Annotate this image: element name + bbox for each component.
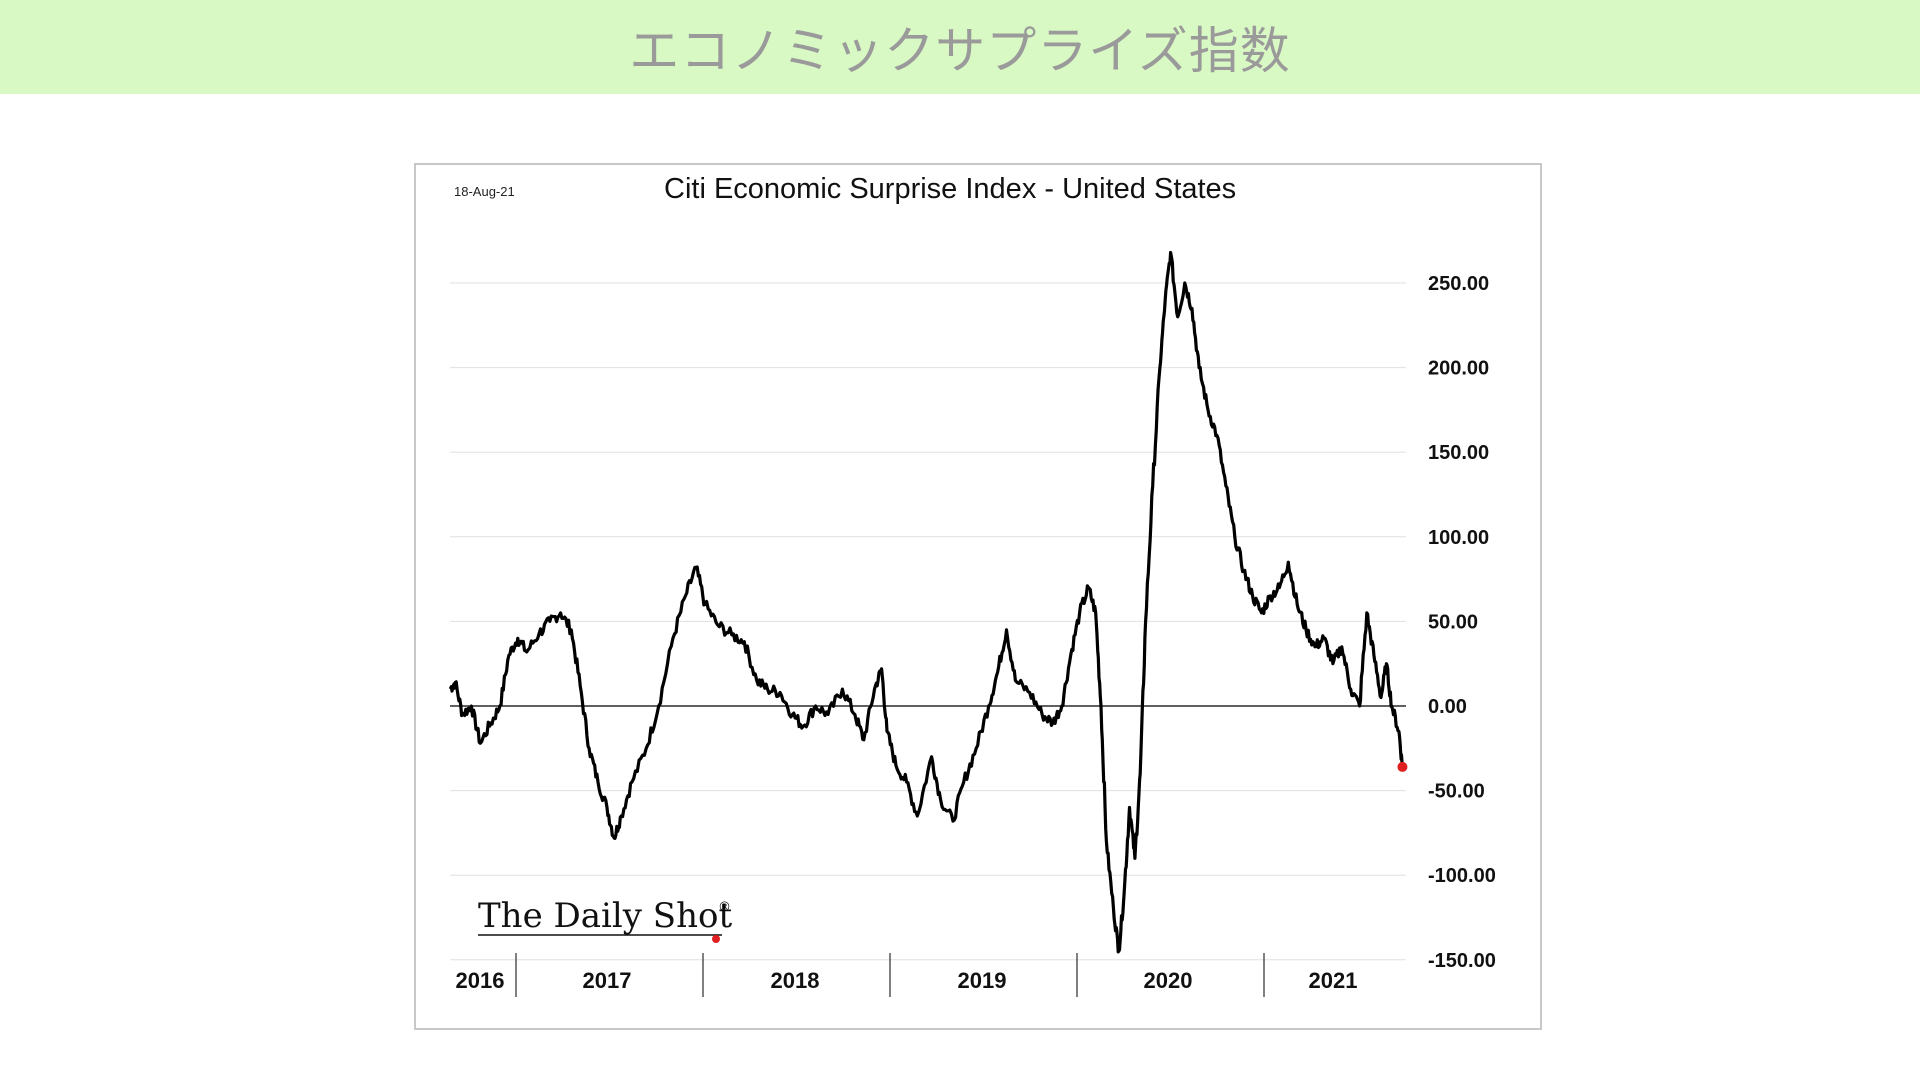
brand-mark: ® (718, 900, 731, 915)
brand-logo: The Daily Shot ® (478, 896, 732, 943)
x-tick-label: 2019 (958, 968, 1007, 993)
y-tick-label: -150.00 (1428, 950, 1496, 972)
y-tick-label: 0.00 (1428, 696, 1467, 718)
y-tick-label: 50.00 (1428, 611, 1478, 633)
y-tick-label: 250.00 (1428, 273, 1489, 295)
y-axis-ticks: 250.00 200.00 150.00 100.00 50.00 0.00 -50.00 -… (1428, 273, 1496, 972)
y-tick-label: 200.00 (1428, 358, 1489, 380)
grid-lines (450, 282, 1406, 961)
banner-title: エコノミックサプライズ指数 (629, 22, 1291, 80)
series-line (448, 250, 1404, 954)
header-banner: エコノミックサプライズ指数 (0, 0, 1920, 94)
y-tick-label: 100.00 (1428, 527, 1489, 549)
chart-frame: 18-Aug-21 Citi Economic Surprise Index -… (414, 163, 1542, 1030)
x-tick-label: 2018 (771, 968, 820, 993)
last-data-point (1397, 761, 1408, 772)
chart-title: Citi Economic Surprise Index - United St… (664, 173, 1236, 205)
chart-date-stamp: 18-Aug-21 (454, 184, 515, 199)
brand-dot (712, 935, 720, 943)
y-tick-label: -50.00 (1428, 781, 1485, 803)
line-chart: 18-Aug-21 Citi Economic Surprise Index -… (448, 173, 1496, 997)
y-tick-label: -100.00 (1428, 865, 1496, 887)
year-separators (515, 953, 1265, 997)
x-tick-label: 2017 (583, 968, 632, 993)
y-tick-label: 150.00 (1428, 442, 1489, 464)
x-tick-label: 2020 (1144, 968, 1193, 993)
x-tick-label: 2016 (456, 968, 505, 993)
brand-text: The Daily Shot (478, 896, 732, 936)
x-axis-ticks: 2016 2017 2018 2019 2020 2021 (456, 968, 1358, 993)
x-tick-label: 2021 (1309, 968, 1358, 993)
